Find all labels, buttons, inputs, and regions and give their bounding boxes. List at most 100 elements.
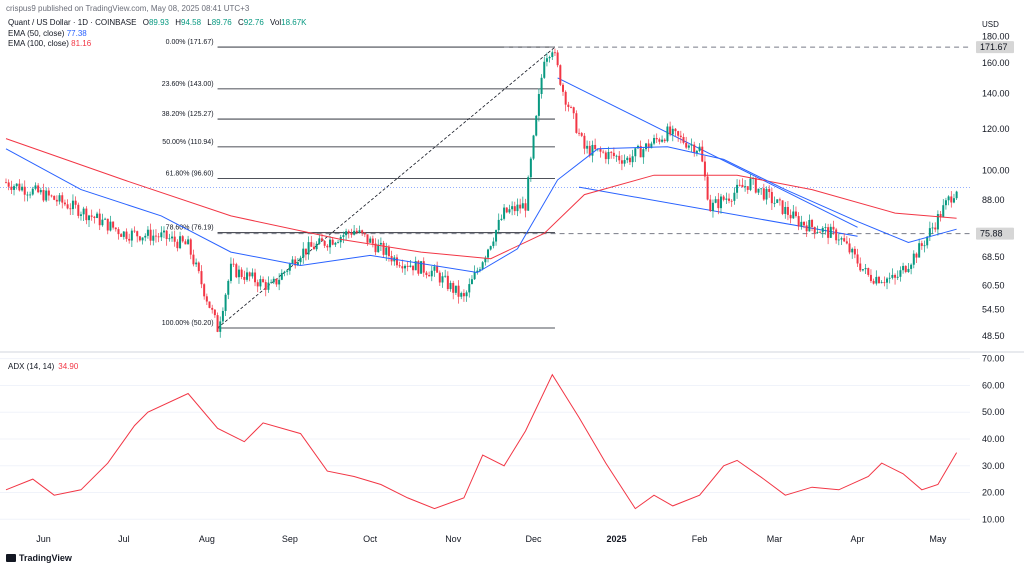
candle-body — [484, 257, 487, 263]
candle-body — [650, 143, 653, 149]
candle-body — [487, 249, 490, 258]
candle-body — [765, 188, 768, 200]
candle-body — [669, 126, 672, 135]
candle-body — [120, 234, 123, 237]
candle-body — [944, 200, 947, 206]
candle-body — [374, 243, 377, 253]
candle-body — [636, 145, 639, 149]
candle-body — [243, 276, 246, 280]
candle-body — [395, 257, 398, 266]
candle-body — [845, 241, 848, 244]
candle-body — [425, 272, 428, 276]
candle-body — [725, 198, 728, 200]
candle-body — [401, 266, 404, 269]
price-axis[interactable]: 180.00 160.00 140.00 120.00 100.00 88.00 68.50… — [976, 31, 1014, 341]
candle-body — [114, 227, 117, 230]
ohlc-low: 89.76 — [211, 18, 232, 27]
candle-body — [497, 219, 500, 231]
candle-body — [302, 248, 305, 258]
candle-body — [7, 182, 10, 187]
symbol-row[interactable]: Quant / US Dollar · 1D · COINBASE O89.93… — [8, 18, 307, 29]
candle-body — [746, 186, 749, 190]
adx-tick-label: 50.00 — [982, 407, 1005, 417]
candle-body — [326, 245, 329, 248]
time-tick-label: Nov — [445, 534, 462, 544]
candle-body — [133, 230, 136, 232]
adx-tick-label: 30.00 — [982, 461, 1005, 471]
candle-body — [567, 104, 570, 108]
adx-tick-label: 20.00 — [982, 488, 1005, 498]
candle-body — [280, 272, 283, 280]
candle-body — [939, 214, 942, 218]
time-tick-label: Mar — [767, 534, 783, 544]
candle-body — [320, 238, 323, 241]
candle-body — [760, 188, 763, 190]
candle-body — [572, 107, 575, 114]
adx-value: 34.90 — [58, 362, 79, 371]
candle-body — [942, 205, 945, 218]
candle-body — [39, 190, 42, 193]
candle-body — [47, 190, 50, 196]
trendlines[interactable] — [557, 77, 858, 237]
candle-body — [205, 296, 208, 302]
price-tick-label: 120.00 — [982, 124, 1010, 134]
adx-legend[interactable]: ADX (14, 14) 34.90 — [8, 362, 78, 371]
time-axis[interactable]: Jun Jul Aug Sep Oct Nov Dec 2025 Feb Mar Apr May — [36, 534, 947, 544]
candle-body — [904, 265, 907, 273]
ohlc-low-label: L — [207, 18, 212, 27]
candle-body — [861, 269, 864, 271]
candle-body — [794, 211, 797, 217]
candle-body — [902, 265, 905, 271]
candle-body — [513, 206, 516, 212]
price-tick-label: 140.00 — [982, 89, 1010, 99]
candle-body — [896, 276, 899, 278]
candle-body — [179, 236, 182, 249]
tradingview-logo[interactable]: TradingView — [6, 553, 72, 563]
fibonacci-retracement[interactable]: 0.00% (171.67) 23.60% (143.00) 38.20% (125… — [162, 39, 556, 329]
candle-body — [112, 221, 115, 228]
upper-trendline[interactable] — [557, 77, 858, 228]
candle-body — [476, 270, 479, 273]
candle-body — [521, 203, 524, 209]
candle-body — [414, 261, 417, 271]
candle-body — [63, 202, 66, 205]
candle-body — [749, 178, 752, 190]
candle-body — [154, 235, 157, 237]
candle-body — [923, 245, 926, 247]
candle-body — [10, 186, 13, 190]
ema50-legend[interactable]: EMA (50, close) 77.38 — [8, 29, 307, 40]
horizontal-lines[interactable] — [0, 46, 970, 235]
candle-body — [88, 215, 91, 221]
candle-body — [141, 237, 144, 241]
price-label: 75.88 — [980, 229, 1003, 239]
candle-body — [433, 266, 436, 271]
candle-body — [655, 138, 658, 140]
candle-body — [738, 184, 741, 186]
candle-body — [503, 207, 506, 219]
candle-body — [556, 52, 559, 66]
fib-diagonal[interactable] — [217, 46, 556, 329]
time-tick-label: Aug — [199, 534, 215, 544]
price-tick-label: 88.00 — [982, 195, 1005, 205]
candle-body — [599, 148, 602, 152]
candle-body — [444, 275, 447, 277]
tradingview-wordmark: TradingView — [19, 553, 72, 563]
candle-body — [722, 196, 725, 200]
adx-axis[interactable]: 70.00 60.00 50.00 40.00 30.00 20.00 10.00 — [982, 354, 1005, 525]
time-tick-label: Apr — [851, 534, 865, 544]
candle-body — [417, 261, 420, 274]
candle-body — [741, 184, 744, 188]
candle-body — [331, 239, 334, 245]
adx-line — [5, 373, 958, 510]
ema100-label: EMA (100, close) — [8, 39, 69, 48]
candle-body — [181, 236, 184, 242]
fib-level-label: 23.60% (143.00) — [162, 81, 214, 88]
price-label: 171.67 — [980, 42, 1008, 52]
candle-body — [505, 207, 508, 213]
candle-body — [42, 190, 45, 201]
candle-body — [353, 230, 356, 235]
candle-body — [867, 268, 870, 275]
candle-body — [77, 204, 80, 216]
ema100-legend[interactable]: EMA (100, close) 81.16 — [8, 39, 307, 50]
